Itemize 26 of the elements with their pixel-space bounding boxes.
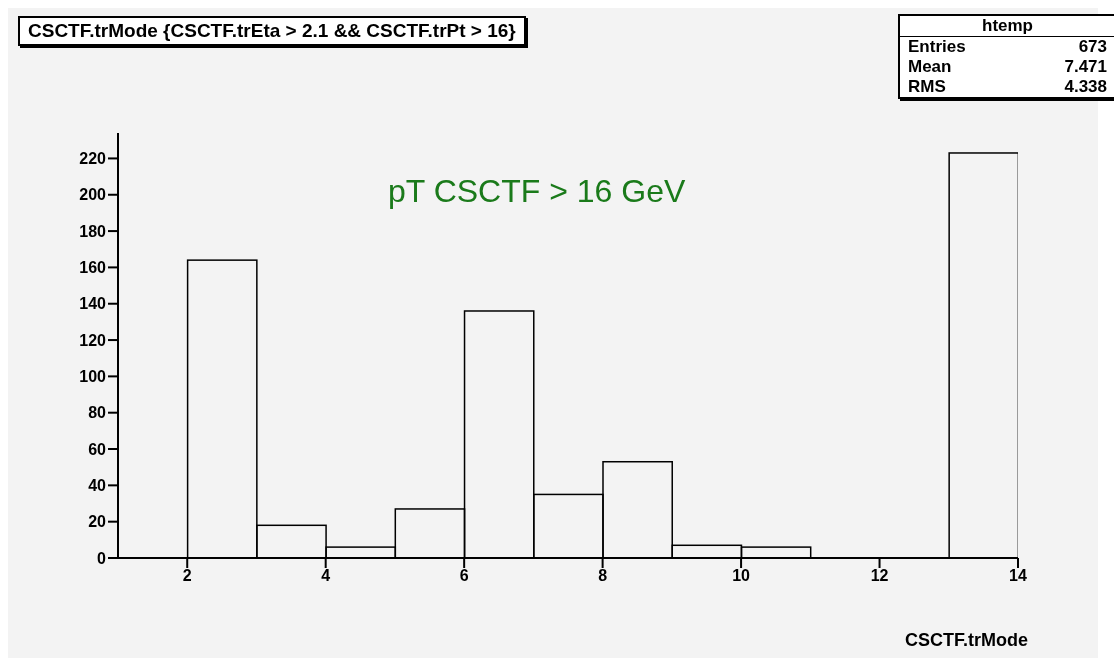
y-tick-label: 100 [79,368,107,386]
y-tick-label: 180 [79,222,107,240]
y-tick-label: 40 [88,477,107,495]
text: Mean 7.471 [908,57,1107,76]
text: Entries 673 [908,37,1107,56]
y-tick-label: 60 [88,440,107,458]
y-tick-label: 140 [79,295,107,313]
x-tick-label: 12 [870,567,889,585]
y-tick-label: 80 [88,404,107,422]
annotation: pT CSCTF > 16 GeV [388,173,686,210]
x-tick-label: 2 [182,567,192,585]
x-tick-label: 14 [1009,567,1027,585]
chart-title: CSCTF.trMode {CSCTF.trEta > 2.1 && CSCTF.trPt > 16} [18,16,526,46]
x-tick-label: 8 [598,567,608,585]
text: htemp [900,16,1114,37]
y-tick-label: 220 [79,150,107,168]
x-axis-title: CSCTF.trMode [905,630,1028,651]
text: RMS 4.338 [908,77,1107,96]
y-tick-label: 160 [79,259,107,277]
y-tick-label: 120 [79,331,107,349]
y-tick-label: 200 [79,186,107,204]
x-tick-label: 6 [459,567,469,585]
x-tick-label: 4 [321,567,331,585]
y-tick-label: 0 [97,549,107,567]
y-tick-label: 20 [88,513,107,531]
x-tick-label: 10 [732,567,751,585]
